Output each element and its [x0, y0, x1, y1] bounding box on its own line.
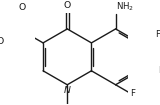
Text: F: F [131, 89, 136, 98]
Text: F: F [158, 66, 160, 75]
Text: NH$_2$: NH$_2$ [116, 1, 134, 13]
Text: O: O [19, 3, 26, 12]
Text: O: O [0, 37, 4, 46]
Text: F: F [155, 30, 160, 39]
Text: O: O [64, 1, 71, 10]
Text: N: N [64, 86, 71, 95]
